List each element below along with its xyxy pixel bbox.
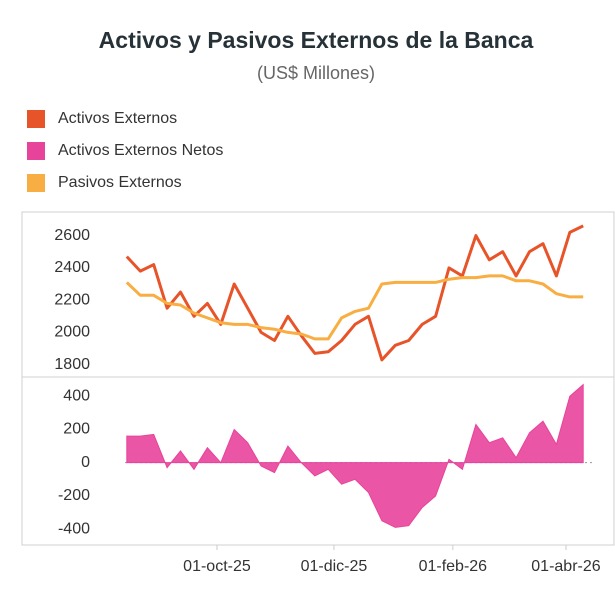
legend-swatch xyxy=(27,110,45,128)
chart-subtitle: (US$ Millones) xyxy=(257,63,375,83)
legend-swatch xyxy=(27,174,45,192)
x-tick-label: 01-abr-26 xyxy=(531,558,600,575)
line xyxy=(125,224,584,362)
y2-tick-label: 200 xyxy=(63,421,90,438)
legend-label: Pasivos Externos xyxy=(58,174,182,191)
y-tick-label: 2000 xyxy=(54,324,90,341)
legend-label: Activos Externos xyxy=(58,110,177,127)
line xyxy=(125,274,584,341)
x-tick-label: 01-dic-25 xyxy=(301,558,368,575)
plot-frame xyxy=(21,211,615,546)
legend-swatch xyxy=(27,142,45,160)
y-tick-label: 1800 xyxy=(54,356,90,373)
chart-title: Activos y Pasivos Externos de la Banca xyxy=(99,27,534,53)
x-tick-label: 01-oct-25 xyxy=(183,558,251,575)
area xyxy=(126,383,584,528)
y2-tick-label: 0 xyxy=(81,454,90,471)
y2-tick-label: -400 xyxy=(58,520,90,537)
y2-tick-label: -200 xyxy=(58,487,90,504)
y2-tick-label: 400 xyxy=(63,387,90,404)
y-tick-label: 2200 xyxy=(54,291,90,308)
legend-label: Activos Externos Netos xyxy=(58,142,223,159)
y-tick-label: 2400 xyxy=(54,259,90,276)
x-tick-label: 01-feb-26 xyxy=(419,558,488,575)
y-tick-label: 2600 xyxy=(54,227,90,244)
